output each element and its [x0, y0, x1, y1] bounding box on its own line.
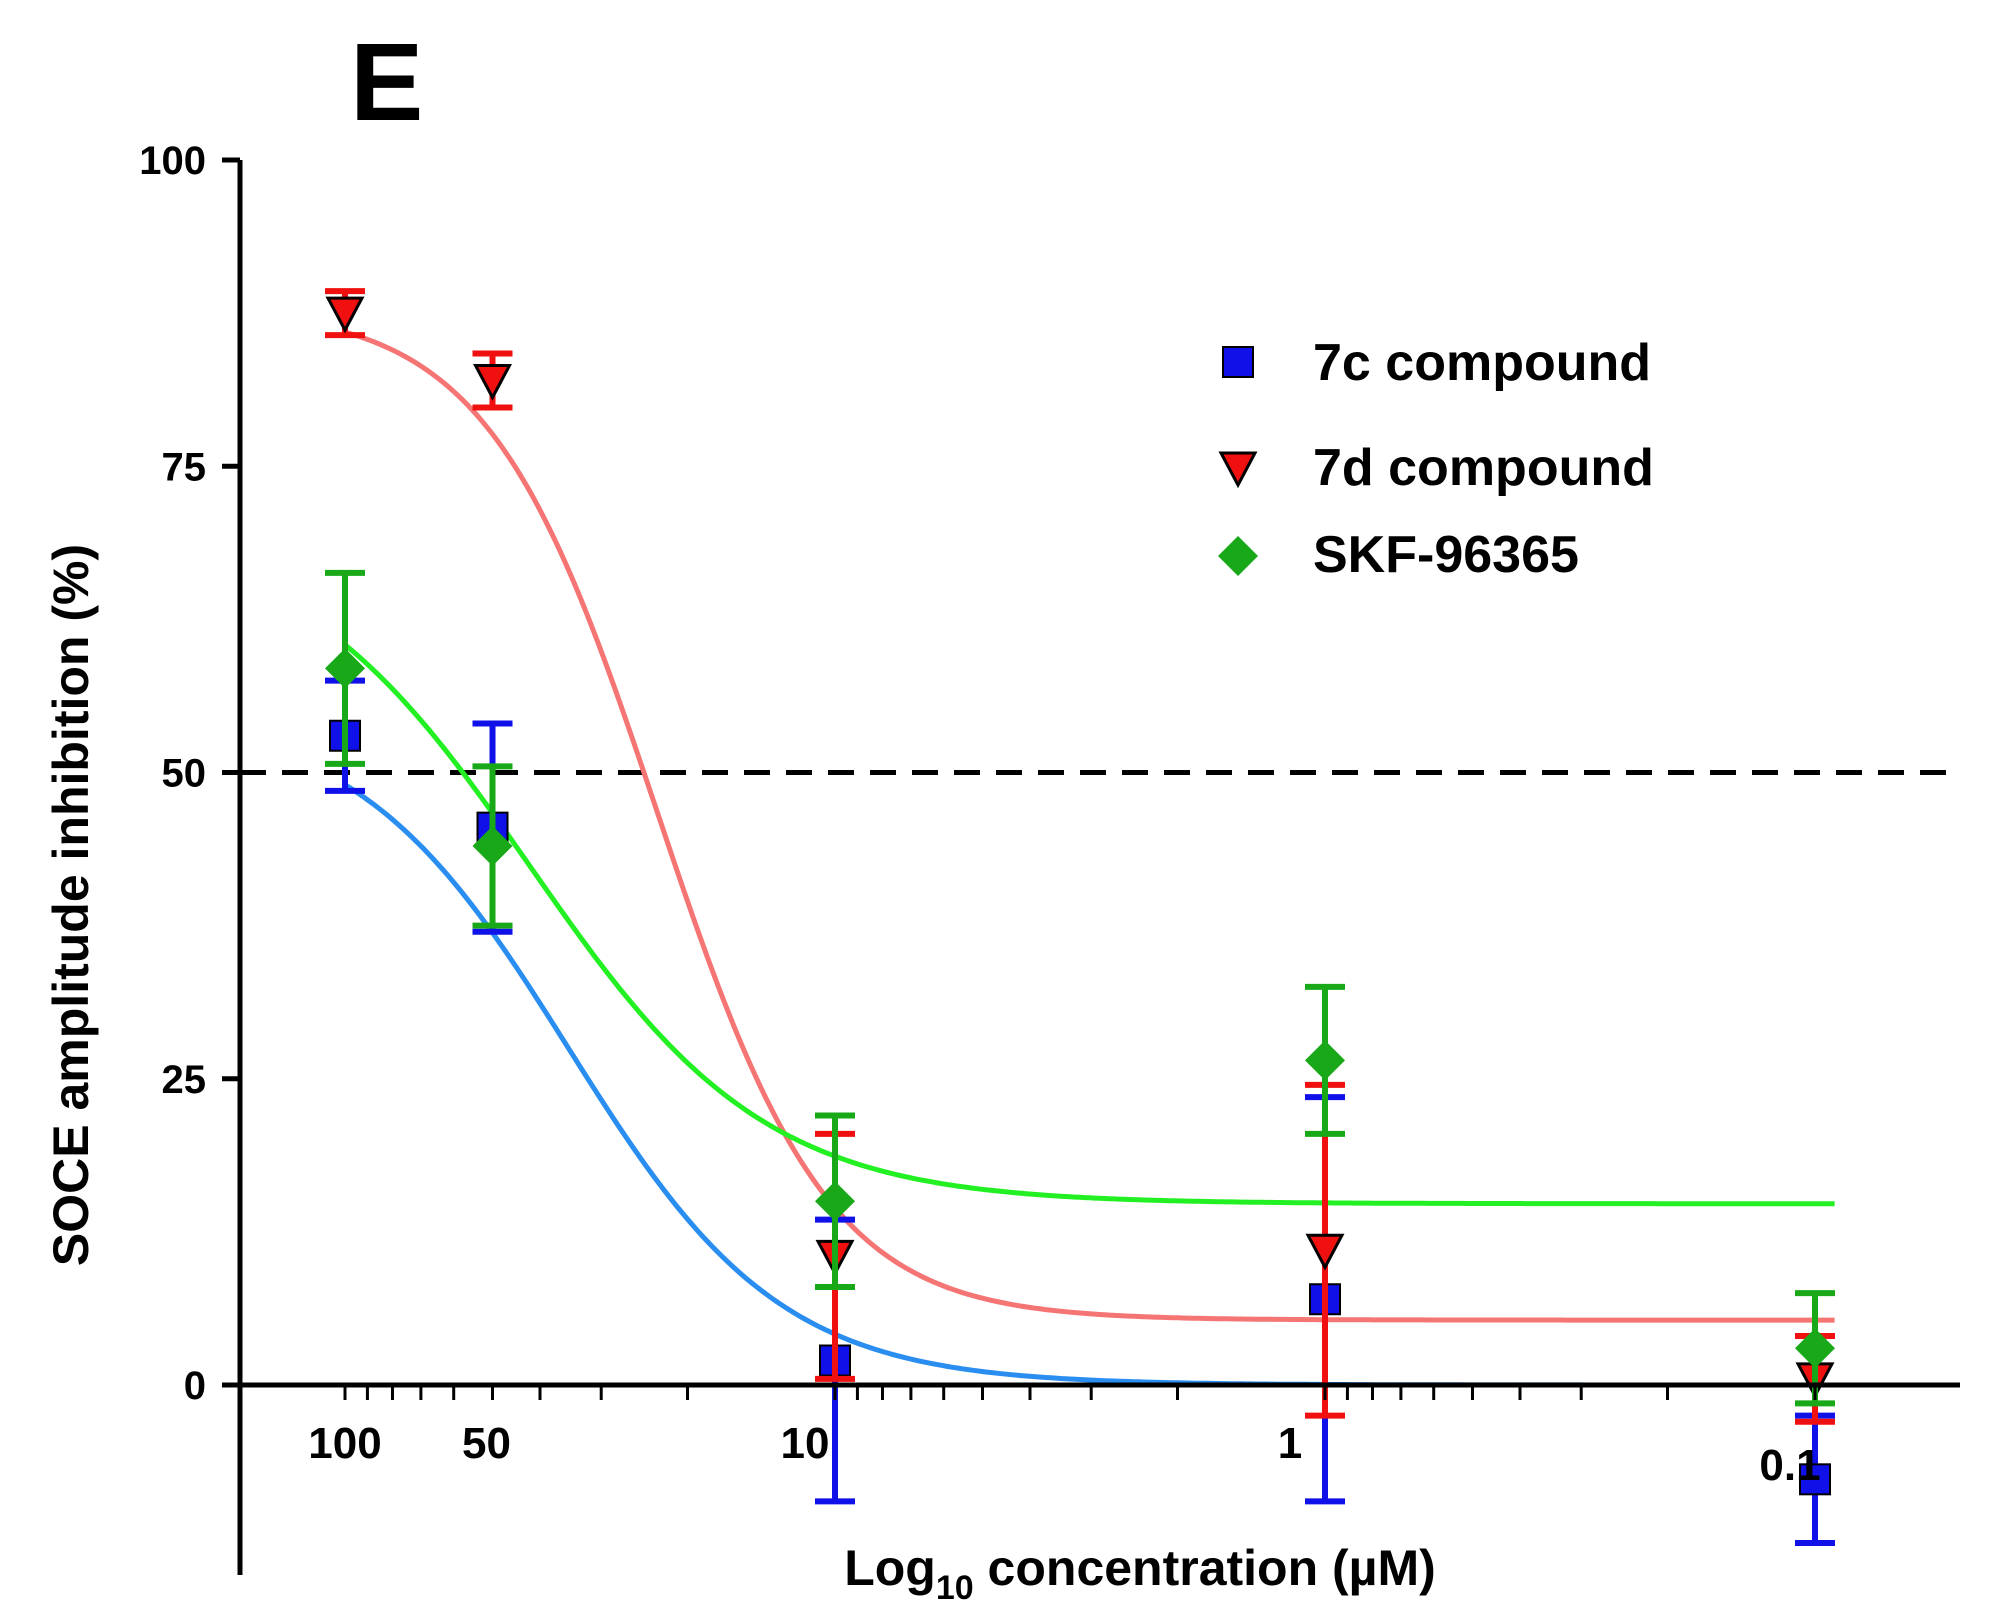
legend-label-7d: 7d compound — [1313, 439, 1654, 497]
y-tick-label: 25 — [162, 1058, 207, 1102]
x-tick-label: 100 — [308, 1419, 381, 1468]
y-tick-label: 100 — [139, 139, 206, 183]
x-axis-title-rest: concentration (µM) — [974, 1540, 1436, 1596]
legend-marker-7c — [1222, 346, 1254, 378]
data-point — [325, 648, 365, 689]
legend: 7c compound 7d compound SKF-96365 — [1218, 334, 1654, 584]
legend-marker-7d — [1218, 451, 1258, 489]
fit-curve-0 — [343, 782, 1835, 1388]
series-skf-96365 — [325, 569, 1835, 1407]
x-tick-label: 1 — [1278, 1419, 1302, 1468]
axes — [237, 160, 1960, 1575]
fit-curve-1 — [344, 329, 1835, 1323]
x-ticks: 100 50 10 1 0.1 — [308, 1385, 1821, 1490]
data-point — [815, 1181, 855, 1222]
fit-curve-2 — [343, 642, 1835, 1207]
y-axis-title: SOCE amplitude inhibition (%) — [43, 544, 99, 1266]
x-tick-label: 50 — [462, 1419, 511, 1468]
y-tick-label: 50 — [162, 752, 207, 796]
data-point — [1305, 1040, 1345, 1081]
y-ticks: 0 25 50 75 100 — [139, 139, 240, 1408]
data-point — [472, 826, 513, 866]
data-point — [1795, 1328, 1835, 1369]
data-point — [473, 364, 513, 401]
y-tick-label: 75 — [162, 445, 207, 489]
series-7c-compound — [325, 677, 1835, 1547]
x-axis-title: Log10 concentration (µM) — [844, 1540, 1436, 1607]
legend-marker-symbol — [1218, 451, 1258, 489]
data-point — [1305, 1233, 1345, 1271]
legend-label-7c: 7c compound — [1313, 334, 1651, 392]
data-point — [325, 296, 365, 334]
legend-marker-skf — [1218, 536, 1258, 576]
y-tick-label: 0 — [184, 1364, 206, 1408]
x-axis-title-subscript: 10 — [936, 1569, 974, 1607]
x-tick-label: 10 — [781, 1419, 830, 1468]
data-point — [1799, 1463, 1831, 1496]
legend-marker-symbol — [1222, 346, 1254, 378]
panel-label: E — [350, 21, 423, 144]
x-tick-label: 0.1 — [1759, 1441, 1820, 1490]
legend-marker-symbol — [1218, 536, 1258, 576]
x-axis-title-main: Log — [844, 1540, 936, 1596]
legend-label-skf: SKF-96365 — [1313, 526, 1579, 584]
data-points — [325, 288, 1835, 1547]
